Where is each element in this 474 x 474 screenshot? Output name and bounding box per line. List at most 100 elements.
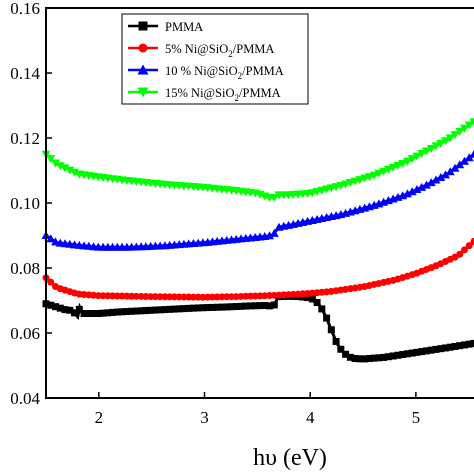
legend-label: 15% Ni@SiO2/PMMA bbox=[165, 86, 281, 103]
data-point bbox=[375, 354, 383, 362]
data-point bbox=[166, 305, 174, 313]
data-point bbox=[459, 124, 469, 133]
data-point bbox=[61, 306, 69, 314]
data-point bbox=[445, 134, 455, 143]
data-point bbox=[75, 305, 83, 313]
data-point bbox=[342, 350, 350, 358]
data-point bbox=[308, 295, 316, 303]
data-point bbox=[464, 153, 474, 162]
legend-label: PMMA bbox=[165, 20, 203, 34]
data-point bbox=[251, 302, 259, 310]
data-point bbox=[218, 303, 226, 311]
data-point bbox=[318, 305, 326, 313]
data-point bbox=[55, 162, 65, 171]
x-tick-label: 5 bbox=[412, 408, 421, 427]
data-point bbox=[436, 139, 446, 148]
data-point bbox=[446, 343, 454, 351]
data-point bbox=[456, 342, 464, 350]
data-point bbox=[161, 306, 169, 314]
y-tick-label: 0.14 bbox=[10, 64, 40, 83]
data-point bbox=[189, 304, 197, 312]
x-tick-label: 3 bbox=[200, 408, 209, 427]
data-point bbox=[437, 345, 445, 353]
data-point bbox=[399, 351, 407, 359]
data-point bbox=[94, 310, 102, 317]
data-point bbox=[380, 353, 388, 361]
data-point bbox=[469, 118, 474, 127]
data-point bbox=[47, 301, 55, 309]
data-point bbox=[455, 127, 465, 136]
legend-label-subscript: 2 bbox=[228, 49, 233, 59]
legend-label: 5% Ni@SiO2/PMMA bbox=[165, 42, 274, 59]
legend: PMMA 5% Ni@SiO2/PMMA 10 % Ni@SiO2/PMMA 15% … bbox=[121, 13, 309, 105]
legend-entry: PMMA bbox=[128, 20, 203, 34]
data-point bbox=[365, 355, 373, 363]
y-tick-label: 0.08 bbox=[10, 259, 40, 278]
data-point bbox=[270, 301, 278, 309]
series-3 bbox=[41, 118, 474, 202]
y-tick-label: 0.16 bbox=[10, 0, 40, 18]
data-point bbox=[379, 167, 389, 176]
data-point bbox=[156, 306, 164, 314]
data-point bbox=[180, 305, 188, 313]
data-point bbox=[422, 347, 430, 355]
data-point bbox=[426, 178, 436, 187]
data-point bbox=[246, 302, 254, 310]
data-point bbox=[99, 309, 107, 317]
data-point bbox=[85, 310, 93, 317]
data-point bbox=[123, 308, 131, 316]
data-point bbox=[470, 237, 474, 245]
data-point bbox=[470, 339, 474, 347]
data-point bbox=[417, 150, 427, 159]
data-point bbox=[323, 314, 331, 322]
legend-label-main: 10 % Ni@SiO bbox=[165, 64, 238, 78]
data-point bbox=[460, 246, 468, 254]
data-point bbox=[407, 155, 417, 164]
data-point bbox=[440, 137, 450, 146]
data-point bbox=[464, 121, 474, 130]
data-point bbox=[52, 303, 60, 311]
data-point bbox=[402, 189, 412, 198]
data-point bbox=[80, 310, 88, 317]
data-point bbox=[441, 344, 449, 352]
data-point bbox=[394, 351, 402, 359]
data-point bbox=[237, 302, 245, 310]
data-point bbox=[421, 147, 431, 156]
data-point bbox=[147, 306, 155, 314]
data-point bbox=[465, 242, 473, 250]
data-point bbox=[369, 171, 379, 180]
data-point bbox=[132, 307, 140, 315]
data-point bbox=[374, 169, 384, 178]
data-point bbox=[346, 353, 354, 361]
data-point bbox=[265, 231, 275, 240]
data-point bbox=[407, 187, 417, 196]
data-point bbox=[170, 305, 178, 313]
data-point bbox=[460, 341, 468, 349]
data-point bbox=[398, 159, 408, 168]
data-point bbox=[90, 310, 98, 317]
y-tick-label: 0.06 bbox=[10, 324, 40, 343]
data-point bbox=[417, 182, 427, 191]
data-point bbox=[256, 302, 264, 310]
data-point bbox=[227, 303, 235, 311]
data-point bbox=[351, 355, 359, 363]
data-point bbox=[65, 166, 75, 175]
data-point bbox=[426, 144, 436, 153]
data-point bbox=[412, 152, 422, 161]
data-point bbox=[388, 163, 398, 172]
x-axis-title: hυ (eV) bbox=[253, 445, 327, 471]
legend-entry: 10 % Ni@SiO2/PMMA bbox=[128, 64, 284, 81]
data-point bbox=[408, 349, 416, 357]
data-point bbox=[436, 172, 446, 181]
data-point bbox=[456, 250, 464, 258]
legend-marker bbox=[137, 64, 149, 75]
legend-label-main: PMMA bbox=[165, 20, 203, 34]
data-point bbox=[223, 303, 231, 311]
data-point bbox=[327, 326, 335, 334]
data-point bbox=[137, 307, 145, 315]
data-point bbox=[432, 345, 440, 353]
data-point bbox=[455, 160, 465, 169]
data-point bbox=[185, 304, 193, 312]
data-point bbox=[304, 294, 312, 302]
legend-label: 10 % Ni@SiO2/PMMA bbox=[165, 64, 284, 81]
